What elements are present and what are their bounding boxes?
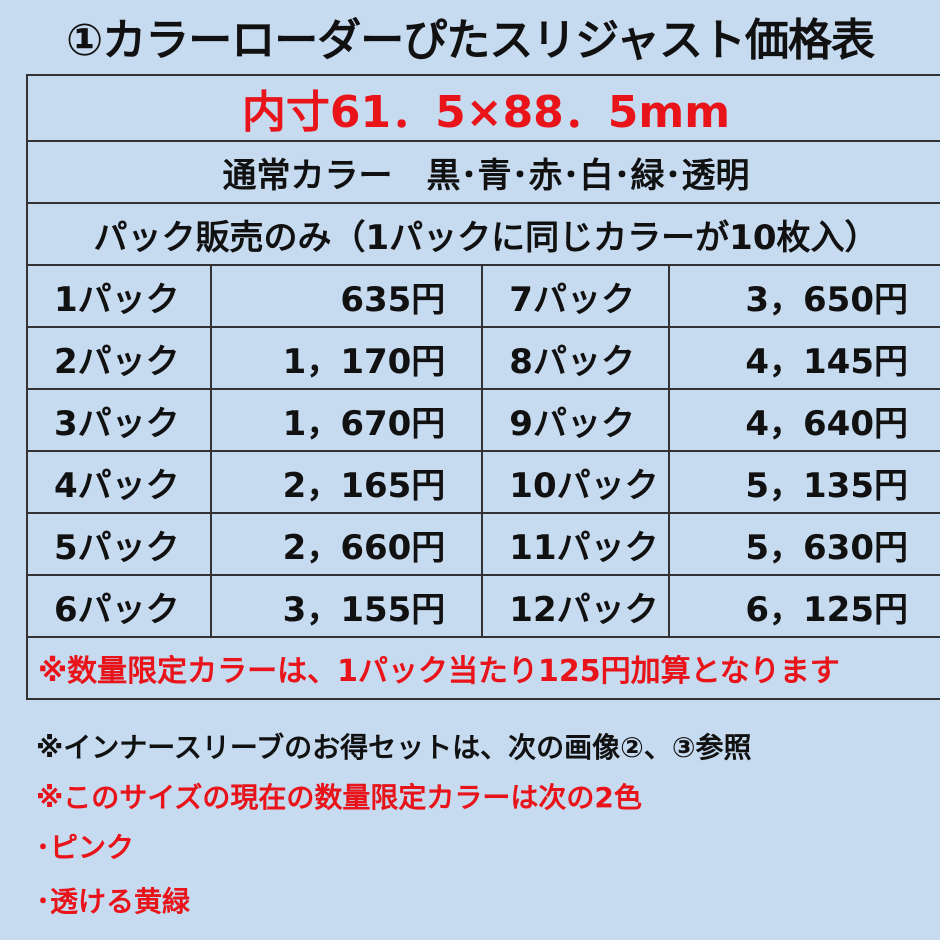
limited-color-note: ※数量限定カラーは、1パック当たり125円加算となります xyxy=(26,636,940,700)
limited-color-pink: ･ピンク xyxy=(36,831,135,864)
table-row: 5パック 2，660円 11パック 5，630円 xyxy=(25,512,940,576)
pack-price: 6，125円 xyxy=(667,574,940,638)
note-inner-sleeve: ※インナースリーブのお得セットは、次の画像②、③参照 xyxy=(36,731,752,764)
pack-price: 2，660円 xyxy=(210,512,484,576)
pack-count: 12パック xyxy=(481,574,670,638)
pack-price: 4，640円 xyxy=(667,388,940,452)
note-limited-colors: ※このサイズの現在の数量限定カラーは次の2色 xyxy=(36,781,642,814)
pack-count: 5パック xyxy=(25,512,213,576)
pack-price: 3，650円 xyxy=(667,264,940,328)
table-row: 4パック 2，165円 10パック 5，135円 xyxy=(25,450,940,514)
pack-price: 5，630円 xyxy=(667,512,940,576)
price-table: 内寸61．5×88．5mm 通常カラー 黒･青･赤･白･緑･透明 パック販売のみ… xyxy=(25,74,940,700)
pack-count: 4パック xyxy=(25,450,213,514)
pack-count: 1パック xyxy=(25,264,213,328)
pack-count: 2パック xyxy=(25,326,213,390)
pack-count: 9パック xyxy=(481,388,670,452)
pack-price: 5，135円 xyxy=(667,450,940,514)
table-row: 2パック 1，170円 8パック 4，145円 xyxy=(25,326,940,390)
pack-count: 11パック xyxy=(481,512,670,576)
pack-count: 3パック xyxy=(25,388,213,452)
inner-size: 内寸61．5×88．5mm xyxy=(26,74,940,142)
pack-price: 3，155円 xyxy=(210,574,484,638)
table-row: 3パック 1，670円 9パック 4，640円 xyxy=(25,388,940,452)
pack-price: 1，670円 xyxy=(210,388,484,452)
pack-price: 4，145円 xyxy=(667,326,940,390)
page-title: ①カラーローダーぴたスリジャスト価格表 xyxy=(65,15,875,66)
pack-count: 10パック xyxy=(481,450,670,514)
pack-count: 8パック xyxy=(481,326,670,390)
pack-count: 6パック xyxy=(25,574,213,638)
pack-price: 635円 xyxy=(210,264,484,328)
table-row: 6パック 3，155円 12パック 6，125円 xyxy=(25,574,940,638)
table-row: 1パック 635円 7パック 3，650円 xyxy=(25,264,940,328)
pack-price: 1，170円 xyxy=(210,326,484,390)
pack-info: パック販売のみ（1パックに同じカラーが10枚入） xyxy=(26,202,940,266)
pack-count: 7パック xyxy=(481,264,670,328)
pack-price: 2，165円 xyxy=(210,450,484,514)
limited-color-clear-yellow-green: ･透ける黄緑 xyxy=(36,885,191,918)
standard-colors: 通常カラー 黒･青･赤･白･緑･透明 xyxy=(26,140,940,204)
